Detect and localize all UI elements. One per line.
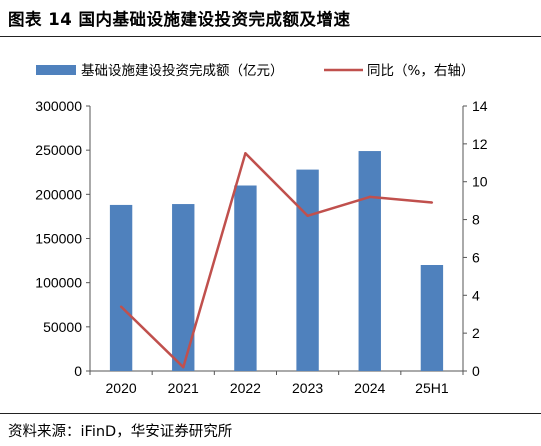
y-left-tick-label: 150000 (35, 231, 82, 247)
x-tick-label: 2024 (354, 380, 385, 396)
y-right-tick-label: 12 (472, 136, 488, 152)
y-right-tick-label: 6 (472, 249, 480, 265)
source-note: 资料来源：iFinD，华安证券研究所 (8, 424, 233, 440)
y-left-tick-label: 300000 (35, 98, 82, 114)
title-divider (0, 36, 541, 37)
bar-series (109, 151, 444, 371)
line-point-2020 (119, 305, 123, 308)
y-right-tick-label: 14 (472, 98, 488, 114)
source-divider (0, 413, 541, 414)
legend-swatch-bar (36, 65, 76, 75)
x-tick-label: 2022 (230, 380, 261, 396)
x-tick-label: 2020 (106, 380, 137, 396)
y-right-tick-label: 8 (472, 212, 480, 228)
x-tick-label: 2023 (292, 380, 323, 396)
bar-2020 (109, 204, 133, 371)
y-left-tick-label: 0 (74, 363, 82, 379)
bar-2024 (358, 151, 381, 371)
bar-2022 (234, 185, 257, 371)
figure-title: 图表 14 国内基础设施建设投资完成额及增速 (8, 10, 351, 29)
x-tick-label: 2021 (168, 380, 199, 396)
y-left-tick-label: 200000 (35, 186, 82, 202)
legend-label-bar: 基础设施建设投资完成额（亿元） (81, 62, 284, 79)
y-right-tick-label: 2 (472, 325, 480, 341)
bar-25H1 (420, 265, 444, 371)
line-point-2023 (306, 214, 309, 217)
y-left-tick-label: 250000 (35, 142, 82, 158)
y-left-tick-label: 100000 (35, 275, 82, 291)
bar-2021 (172, 204, 195, 371)
chart: 基础设施建设投资完成额（亿元） 同比（%，右轴） 0 50000 100000 1500… (35, 62, 488, 396)
axes: 0 50000 100000 150000 200000 250000 300000 0 2 4 6… (35, 98, 488, 396)
line-point-2022 (244, 152, 247, 155)
bar-2023 (296, 169, 319, 371)
legend-label-line: 同比（%，右轴） (367, 63, 474, 79)
x-tick-label: 25H1 (415, 380, 449, 396)
line-point-25H1 (430, 201, 434, 204)
y-right-tick-label: 10 (472, 174, 488, 190)
line-point-2024 (368, 195, 371, 199)
y-right-tick-label: 0 (472, 363, 480, 379)
y-left-tick-label: 50000 (43, 319, 82, 335)
line-point-2021 (182, 366, 185, 369)
line-series (119, 152, 434, 369)
y-right-tick-label: 4 (472, 287, 480, 303)
legend: 基础设施建设投资完成额（亿元） 同比（%，右轴） (36, 62, 474, 79)
growth-line (120, 152, 433, 369)
